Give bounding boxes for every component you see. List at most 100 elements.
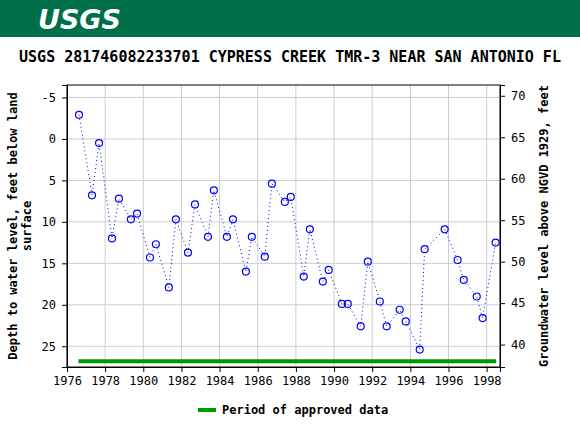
x-tick: 1976 (53, 367, 82, 388)
x-tick-label: 1990 (320, 374, 349, 388)
data-point (454, 257, 461, 264)
y2-tick-mark (500, 179, 505, 180)
grid-line-y (67, 138, 500, 139)
y-tick-mark (62, 139, 67, 140)
grid-line-y (67, 97, 500, 98)
y2-tick: 50 (500, 255, 525, 269)
data-point (229, 216, 236, 223)
x-tick-mark (220, 367, 221, 372)
data-point (319, 278, 326, 285)
y2-tick-mark (500, 303, 505, 304)
y2-tick-mark (500, 96, 505, 97)
grid-line-x (410, 85, 411, 367)
y2-tick-mark (500, 262, 505, 263)
data-point (242, 268, 249, 275)
data-point (109, 235, 116, 242)
y-tick-mark (62, 180, 67, 181)
y2-tick: 55 (500, 214, 525, 228)
y2-axis-line (501, 86, 506, 368)
y2-tick-label: 40 (511, 338, 525, 352)
data-point (325, 266, 332, 273)
legend-swatch (198, 408, 216, 412)
data-point (261, 253, 268, 260)
data-point (402, 318, 409, 325)
data-point (204, 233, 211, 240)
data-point (460, 276, 467, 283)
y2-tick: 70 (500, 89, 525, 103)
y-tick-mark (62, 222, 67, 223)
y-tick: -5 (42, 91, 67, 105)
x-tick: 1982 (167, 367, 196, 388)
x-tick-mark (181, 367, 182, 372)
x-axis: 1976 1978 1980 1982 1984 1986 1988 1990 1992 1994… (53, 367, 502, 388)
x-tick-label: 1984 (206, 374, 235, 388)
x-tick-label: 1994 (396, 374, 425, 388)
data-point (300, 273, 307, 280)
y-tick-label: 0 (49, 132, 56, 146)
y-tick-mark (62, 346, 67, 347)
data-point (115, 195, 122, 202)
x-tick: 1992 (358, 367, 387, 388)
logo: USGS (38, 4, 121, 35)
x-tick-mark (334, 367, 335, 372)
grid-line-x (257, 85, 258, 367)
x-tick: 1978 (91, 367, 120, 388)
legend: Period of approved data (198, 403, 388, 417)
x-tick-label: 1988 (282, 374, 311, 388)
y-axis-title-line: surface (20, 201, 34, 252)
x-tick-label: 1982 (167, 374, 196, 388)
x-tick-label: 1986 (244, 374, 273, 388)
data-point (248, 233, 255, 240)
grid-line-x (143, 85, 144, 367)
y-tick-label: 25 (42, 340, 56, 354)
data-point (376, 298, 383, 305)
x-tick: 1980 (129, 367, 158, 388)
y-tick: 20 (42, 298, 67, 312)
y2-tick: 60 (500, 172, 525, 186)
y-tick-label: 15 (42, 257, 56, 271)
chart: USGS USGS 281746082233701 CYPRESS CREEK T… (0, 0, 580, 430)
x-tick-label: 1980 (129, 374, 158, 388)
title: USGS 281746082233701 CYPRESS CREEK TMR-3… (19, 48, 561, 66)
x-tick: 1988 (282, 367, 311, 388)
data-point (357, 323, 364, 330)
series-line (79, 115, 496, 350)
grid-line-y (67, 346, 500, 347)
x-tick: 1994 (396, 367, 425, 388)
data-point (364, 258, 371, 265)
y-tick-label: 5 (49, 174, 56, 188)
y-tick-mark (62, 97, 67, 98)
y-tick: 0 (49, 132, 67, 146)
data-point (165, 284, 172, 291)
y2-tick-mark (500, 220, 505, 221)
y2-tick-label: 60 (511, 172, 525, 186)
y-tick: 15 (42, 257, 67, 271)
x-tick: 1984 (206, 367, 235, 388)
y-tick: 5 (49, 174, 67, 188)
data-point (473, 293, 480, 300)
data-point (191, 201, 198, 208)
y2-tick-label: 45 (511, 296, 525, 310)
y2-tick: 65 (500, 131, 525, 145)
x-tick-mark (410, 367, 411, 372)
grid-line-x (486, 85, 487, 367)
data-point (416, 346, 423, 353)
y-axis-title-line: Depth to water level, feet below land (6, 92, 20, 359)
data-point (134, 210, 141, 217)
x-tick-mark (105, 367, 106, 372)
data-point (306, 226, 313, 233)
data-point (184, 249, 191, 256)
y-axis-title: Depth to water level, feet below landsur… (6, 92, 34, 359)
x-tick-mark (143, 367, 144, 372)
grid-line-y (67, 304, 500, 305)
x-tick-mark (296, 367, 297, 372)
data-point (146, 254, 153, 261)
x-tick-mark (258, 367, 259, 372)
y2-axis: 40 45 50 55 60 65 70 (500, 86, 525, 368)
data-point (492, 239, 499, 246)
plot-area (76, 111, 500, 361)
plot-frame (67, 85, 500, 367)
y2-tick: 40 (500, 338, 525, 352)
x-tick-mark (487, 367, 488, 372)
data-point (421, 246, 428, 253)
